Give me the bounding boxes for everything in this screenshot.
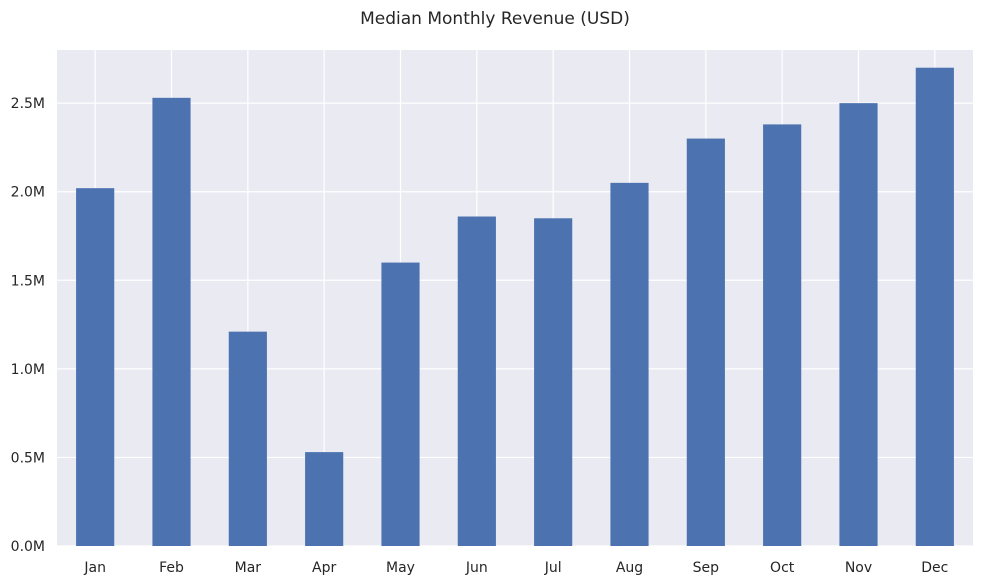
x-tick-label: Jan	[83, 560, 106, 576]
bars	[76, 67, 954, 547]
bar-dec	[915, 67, 954, 546]
bar-apr	[305, 452, 344, 546]
y-tick-labels: 0.0M 0.5M 1.0M 1.5M 2.0M 2.5M	[11, 96, 45, 555]
bar-jun	[457, 216, 496, 546]
bar-nov	[839, 103, 878, 547]
x-tick-label: Jul	[544, 560, 562, 576]
chart-title: Median Monthly Revenue (USD)	[360, 9, 630, 29]
bar-jan	[76, 188, 115, 546]
y-tick-label: 2.0M	[11, 185, 45, 201]
x-tick-label: Aug	[616, 560, 643, 576]
y-tick-label: 0.5M	[11, 450, 45, 466]
x-tick-label: Mar	[235, 560, 262, 576]
bar-aug	[610, 182, 649, 546]
x-tick-label: Nov	[845, 560, 872, 576]
y-tick-label: 1.0M	[11, 362, 45, 378]
y-tick-label: 2.5M	[11, 96, 45, 112]
x-tick-label: May	[386, 560, 415, 576]
x-tick-label: Jun	[465, 560, 488, 576]
bar-sep	[686, 138, 725, 547]
bar-mar	[228, 331, 267, 546]
x-tick-label: Dec	[921, 560, 948, 576]
x-tick-label: Sep	[693, 560, 720, 576]
y-tick-label: 0.0M	[11, 539, 45, 555]
bar-feb	[152, 97, 191, 546]
y-tick-label: 1.5M	[11, 273, 45, 289]
bar-oct	[763, 124, 802, 547]
x-tick-label: Feb	[159, 560, 184, 576]
bar-may	[381, 262, 420, 546]
x-tick-labels: Jan Feb Mar Apr May Jun Jul Aug Sep Oct Nov Dec	[83, 560, 948, 576]
x-tick-label: Apr	[312, 560, 336, 576]
x-tick-label: Oct	[770, 560, 795, 576]
bar-jul	[534, 218, 573, 547]
plot-background	[57, 50, 973, 546]
